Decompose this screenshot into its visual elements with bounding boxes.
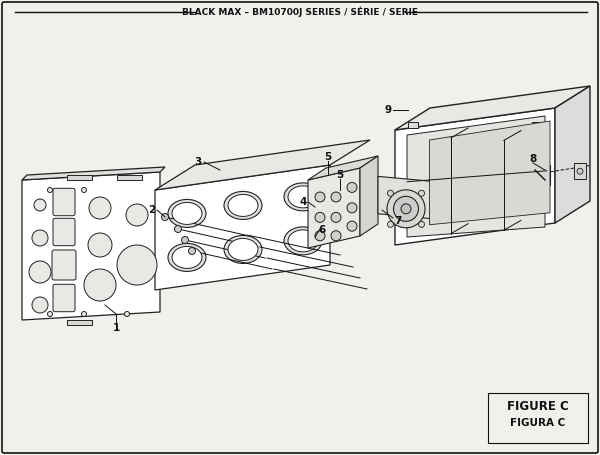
Circle shape <box>29 261 51 283</box>
FancyBboxPatch shape <box>53 284 75 312</box>
Circle shape <box>88 233 112 257</box>
Ellipse shape <box>168 199 206 228</box>
Polygon shape <box>430 121 550 225</box>
Circle shape <box>89 197 111 219</box>
Ellipse shape <box>172 247 202 268</box>
Text: 8: 8 <box>529 154 536 164</box>
Bar <box>532 122 542 128</box>
Polygon shape <box>378 177 433 219</box>
Text: 2: 2 <box>148 205 155 215</box>
Circle shape <box>577 168 583 174</box>
Circle shape <box>315 231 325 241</box>
Circle shape <box>32 230 48 246</box>
Bar <box>117 175 142 180</box>
Circle shape <box>347 182 357 192</box>
Circle shape <box>331 212 341 222</box>
Bar <box>574 163 586 179</box>
Polygon shape <box>395 86 590 130</box>
Circle shape <box>125 312 130 317</box>
Ellipse shape <box>288 186 318 208</box>
Text: 1: 1 <box>112 323 119 333</box>
Text: BLACK MAX – BM10700J SERIES / SÉRIE / SERIE: BLACK MAX – BM10700J SERIES / SÉRIE / SE… <box>182 7 418 17</box>
Circle shape <box>331 192 341 202</box>
FancyBboxPatch shape <box>53 188 75 216</box>
Circle shape <box>82 312 86 317</box>
Text: FIGURA C: FIGURA C <box>511 418 566 428</box>
Circle shape <box>347 221 357 231</box>
Ellipse shape <box>228 238 258 260</box>
Ellipse shape <box>401 204 411 214</box>
Bar <box>530 165 550 185</box>
Circle shape <box>315 212 325 222</box>
Polygon shape <box>308 168 360 248</box>
Bar <box>67 175 92 180</box>
Polygon shape <box>395 108 555 245</box>
Circle shape <box>419 190 425 196</box>
Bar <box>408 122 418 128</box>
Polygon shape <box>22 167 165 180</box>
Ellipse shape <box>228 194 258 217</box>
Circle shape <box>84 269 116 301</box>
Ellipse shape <box>284 227 322 255</box>
Circle shape <box>388 190 394 196</box>
FancyBboxPatch shape <box>52 250 76 280</box>
Polygon shape <box>308 156 378 180</box>
Circle shape <box>188 248 196 254</box>
Circle shape <box>182 237 188 243</box>
Text: 5: 5 <box>337 170 344 180</box>
Polygon shape <box>555 86 590 223</box>
Ellipse shape <box>387 190 425 228</box>
FancyBboxPatch shape <box>53 218 75 246</box>
Text: FIGURE C: FIGURE C <box>507 400 569 414</box>
Circle shape <box>47 187 53 192</box>
Text: 5: 5 <box>325 152 332 162</box>
Circle shape <box>388 221 394 228</box>
Text: 6: 6 <box>319 225 326 235</box>
Ellipse shape <box>394 196 419 221</box>
Text: 3: 3 <box>194 157 202 167</box>
Polygon shape <box>407 116 545 237</box>
Circle shape <box>47 312 53 317</box>
Circle shape <box>175 226 182 233</box>
Circle shape <box>117 245 157 285</box>
Polygon shape <box>155 140 370 190</box>
Circle shape <box>32 297 48 313</box>
Ellipse shape <box>168 243 206 272</box>
Ellipse shape <box>172 202 202 224</box>
Circle shape <box>161 213 169 221</box>
Circle shape <box>34 199 46 211</box>
Circle shape <box>331 231 341 241</box>
Text: 4: 4 <box>299 197 307 207</box>
Circle shape <box>82 187 86 192</box>
Ellipse shape <box>284 183 322 211</box>
Circle shape <box>126 204 148 226</box>
Circle shape <box>419 221 425 228</box>
Ellipse shape <box>224 192 262 219</box>
Bar <box>488 393 588 443</box>
Circle shape <box>315 192 325 202</box>
Text: 9: 9 <box>385 105 392 115</box>
Ellipse shape <box>288 230 318 252</box>
Polygon shape <box>22 172 160 320</box>
Circle shape <box>347 203 357 213</box>
Text: 7: 7 <box>394 216 401 226</box>
Ellipse shape <box>224 235 262 263</box>
Polygon shape <box>155 165 330 290</box>
Bar <box>67 320 92 325</box>
Polygon shape <box>360 156 378 236</box>
